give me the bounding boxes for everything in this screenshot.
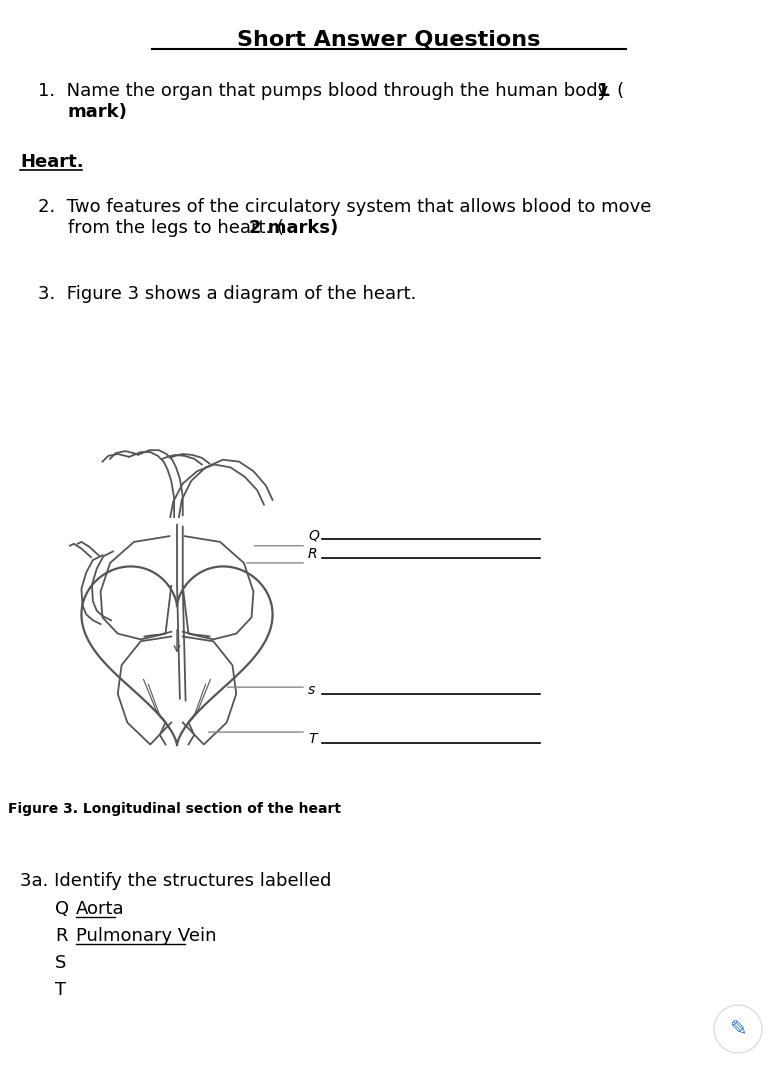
Text: Pulmonary Vein: Pulmonary Vein <box>76 927 216 945</box>
Text: Q: Q <box>308 528 319 542</box>
Text: 1.  Name the organ that pumps blood through the human body. (: 1. Name the organ that pumps blood throu… <box>38 82 624 100</box>
Text: 1: 1 <box>597 82 609 100</box>
Text: mark): mark) <box>68 103 128 121</box>
Text: 2 marks): 2 marks) <box>249 219 338 237</box>
Circle shape <box>714 1005 762 1053</box>
Text: Short Answer Questions: Short Answer Questions <box>237 30 541 50</box>
Text: ✎: ✎ <box>729 1019 747 1039</box>
Text: Heart.: Heart. <box>20 153 83 171</box>
Text: S: S <box>55 954 66 972</box>
Text: T: T <box>55 981 66 999</box>
Text: Q: Q <box>55 899 69 918</box>
Text: 3.  Figure 3 shows a diagram of the heart.: 3. Figure 3 shows a diagram of the heart… <box>38 285 416 303</box>
Text: Figure 3. Longitudinal section of the heart: Figure 3. Longitudinal section of the he… <box>9 802 342 816</box>
Text: from the legs to heart. (: from the legs to heart. ( <box>68 219 284 237</box>
Text: R: R <box>55 927 68 945</box>
Text: 2.  Two features of the circulatory system that allows blood to move: 2. Two features of the circulatory syste… <box>38 198 651 216</box>
Text: s: s <box>308 683 315 697</box>
Text: R: R <box>308 547 317 561</box>
Text: 3a. Identify the structures labelled: 3a. Identify the structures labelled <box>20 872 331 890</box>
Text: T: T <box>308 732 317 746</box>
Text: Aorta: Aorta <box>76 899 124 918</box>
